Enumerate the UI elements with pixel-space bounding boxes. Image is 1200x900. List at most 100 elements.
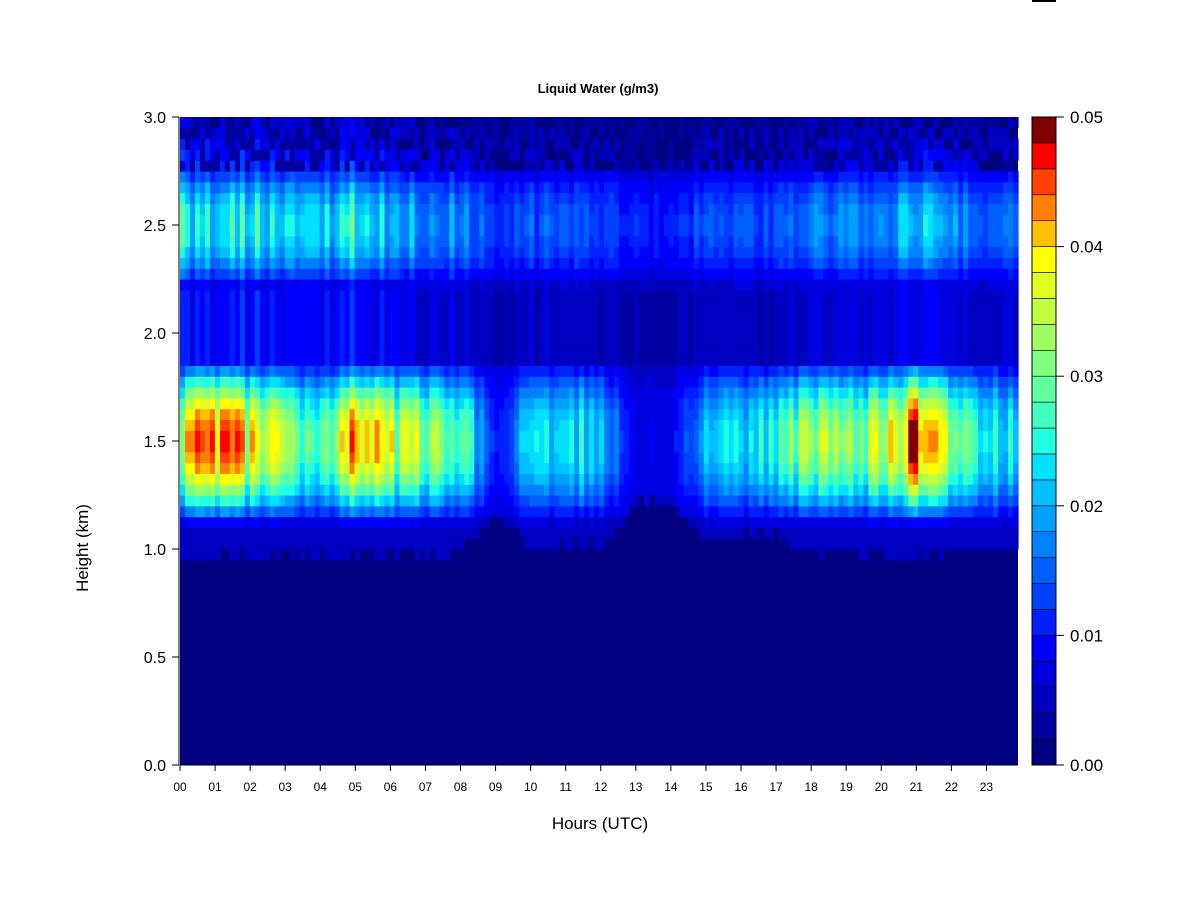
heatmap-cell bbox=[628, 171, 635, 183]
heatmap-cell bbox=[454, 462, 460, 474]
heatmap-cell bbox=[803, 430, 810, 442]
heatmap-cell bbox=[374, 279, 381, 291]
heatmap-cell bbox=[778, 214, 785, 226]
heatmap-cell bbox=[519, 203, 525, 215]
heatmap-cell bbox=[404, 257, 411, 269]
heatmap-cell bbox=[738, 333, 745, 345]
heatmap-cell bbox=[738, 181, 745, 194]
heatmap-cell bbox=[723, 268, 730, 280]
heatmap-cell bbox=[314, 419, 321, 431]
heatmap-cell bbox=[419, 268, 426, 280]
heatmap-cell bbox=[813, 538, 820, 550]
heatmap-cell bbox=[638, 127, 645, 140]
heatmap-cell bbox=[180, 322, 186, 334]
heatmap-cell bbox=[269, 495, 276, 507]
heatmap-cell bbox=[564, 462, 570, 474]
heatmap-cell bbox=[304, 225, 311, 237]
heatmap-cell bbox=[643, 171, 650, 183]
heatmap-cell bbox=[259, 430, 266, 442]
heatmap-cell bbox=[613, 451, 620, 464]
heatmap-cell bbox=[693, 397, 700, 410]
heatmap-cell bbox=[194, 419, 201, 431]
heatmap-cell bbox=[608, 246, 615, 258]
heatmap-cell bbox=[718, 192, 725, 204]
heatmap-cell bbox=[793, 538, 800, 550]
heatmap-cell bbox=[638, 289, 645, 302]
heatmap-cell bbox=[658, 300, 665, 312]
heatmap-cell bbox=[394, 441, 401, 453]
heatmap-cell bbox=[439, 279, 445, 291]
heatmap-cell bbox=[818, 538, 825, 550]
heatmap-cell bbox=[274, 257, 281, 269]
heatmap-cell bbox=[579, 246, 585, 258]
heatmap-cell bbox=[319, 138, 326, 150]
heatmap-cell bbox=[628, 376, 635, 388]
heatmap-cell bbox=[189, 322, 196, 334]
heatmap-cell bbox=[180, 333, 186, 345]
heatmap-cell bbox=[703, 171, 710, 183]
heatmap-cell bbox=[189, 117, 196, 129]
heatmap-cell bbox=[608, 192, 615, 204]
heatmap-cell bbox=[534, 430, 540, 442]
heatmap-cell bbox=[249, 214, 256, 226]
heatmap-cell bbox=[419, 300, 426, 312]
heatmap-cell bbox=[394, 117, 401, 129]
heatmap-cell bbox=[444, 203, 450, 215]
heatmap-cell bbox=[584, 354, 590, 366]
heatmap-cell bbox=[384, 354, 391, 366]
heatmap-cell bbox=[753, 376, 760, 388]
heatmap-cell bbox=[284, 333, 291, 345]
heatmap-cell bbox=[239, 527, 246, 539]
heatmap-cell bbox=[399, 441, 406, 453]
heatmap-cell bbox=[783, 505, 790, 518]
heatmap-cell bbox=[623, 408, 630, 420]
heatmap-cell bbox=[384, 117, 391, 129]
heatmap-cell bbox=[688, 257, 695, 269]
heatmap-cell bbox=[214, 408, 221, 420]
heatmap-cell bbox=[833, 203, 840, 215]
heatmap-cell bbox=[189, 235, 196, 248]
heatmap-cell bbox=[264, 214, 271, 226]
heatmap-cell bbox=[339, 354, 346, 366]
heatmap-cell bbox=[364, 322, 371, 334]
heatmap-cell bbox=[628, 235, 635, 248]
heatmap-cell bbox=[269, 138, 276, 150]
heatmap-cell bbox=[414, 181, 421, 194]
heatmap-cell bbox=[828, 322, 835, 334]
heatmap-cell bbox=[504, 419, 510, 431]
heatmap-cell bbox=[584, 387, 590, 399]
heatmap-cell bbox=[574, 203, 580, 215]
heatmap-cell bbox=[474, 138, 480, 150]
heatmap-cell bbox=[419, 397, 426, 410]
heatmap-cell bbox=[768, 343, 775, 356]
heatmap-cell bbox=[544, 484, 550, 496]
heatmap-cell bbox=[778, 516, 785, 528]
heatmap-cell bbox=[379, 451, 386, 464]
heatmap-cell bbox=[259, 160, 266, 172]
heatmap-cell bbox=[379, 516, 386, 528]
heatmap-cell bbox=[579, 505, 585, 518]
heatmap-cell bbox=[419, 333, 426, 345]
heatmap-cell bbox=[658, 387, 665, 399]
heatmap-cell bbox=[269, 322, 276, 334]
heatmap-cell bbox=[374, 397, 381, 410]
heatmap-cell bbox=[599, 127, 605, 140]
heatmap-cell bbox=[633, 419, 640, 431]
heatmap-cell bbox=[618, 181, 625, 194]
heatmap-cell bbox=[539, 397, 545, 410]
heatmap-cell bbox=[738, 376, 745, 388]
heatmap-cell bbox=[728, 408, 735, 420]
heatmap-cell bbox=[344, 117, 351, 129]
heatmap-cell bbox=[399, 527, 406, 539]
heatmap-cell bbox=[219, 495, 226, 507]
heatmap-cell bbox=[783, 225, 790, 237]
heatmap-cell bbox=[633, 181, 640, 194]
heatmap-cell bbox=[289, 343, 296, 356]
heatmap-cell bbox=[728, 441, 735, 453]
heatmap-cell bbox=[589, 462, 595, 474]
heatmap-cell bbox=[339, 387, 346, 399]
heatmap-cell bbox=[449, 430, 455, 442]
heatmap-cell bbox=[294, 343, 301, 356]
heatmap-cell bbox=[608, 387, 615, 399]
heatmap-cell bbox=[314, 149, 321, 161]
